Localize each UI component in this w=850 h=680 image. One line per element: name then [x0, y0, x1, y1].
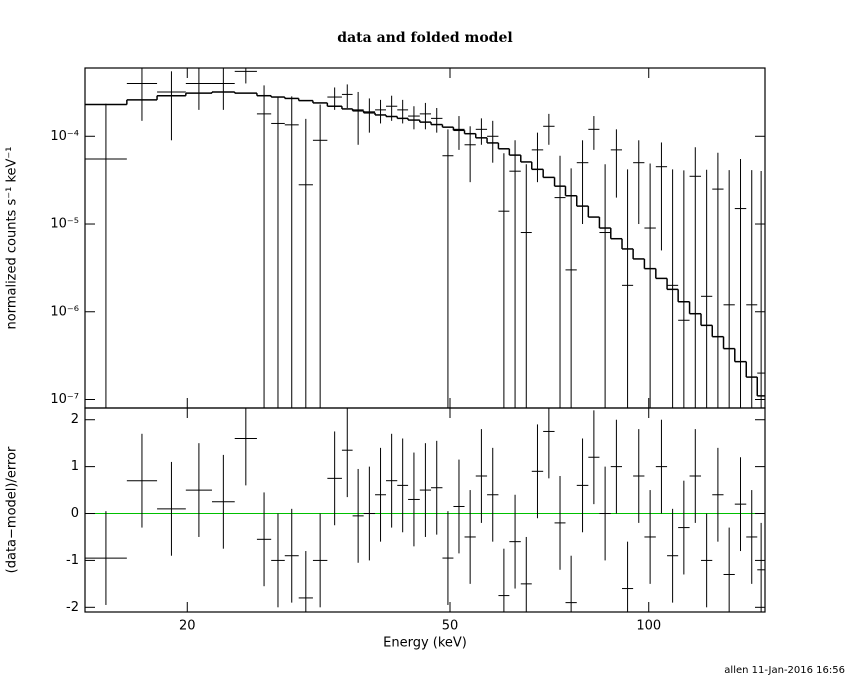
y-axis-label: normalized counts s⁻¹ keV⁻¹ [5, 147, 20, 330]
x-tick-label: 100 [636, 619, 661, 634]
x-axis-label: Energy (keV) [383, 636, 467, 651]
y-tick-label: 10⁻⁴ [50, 129, 79, 144]
y-tick-label: 0 [71, 506, 79, 521]
chart-title: data and folded model [337, 30, 512, 46]
y-tick-label: -2 [66, 600, 79, 615]
y-tick-label: 2 [71, 412, 79, 427]
y-tick-label: -1 [66, 553, 79, 568]
x-tick-label: 20 [179, 619, 196, 634]
plot-area [85, 68, 765, 408]
y-tick-label: 10⁻⁶ [50, 304, 79, 319]
y-tick-label: 10⁻⁵ [50, 217, 79, 232]
plot-frame [84, 407, 766, 613]
y-tick-label: 10⁻⁷ [50, 392, 79, 407]
x-tick-label: 50 [442, 619, 459, 634]
y-tick-label: 1 [71, 459, 79, 474]
y-axis-label: (data−model)/error [5, 446, 20, 573]
plot-area [85, 408, 765, 612]
footer: allen 11-Jan-2016 16:56 [724, 665, 845, 676]
